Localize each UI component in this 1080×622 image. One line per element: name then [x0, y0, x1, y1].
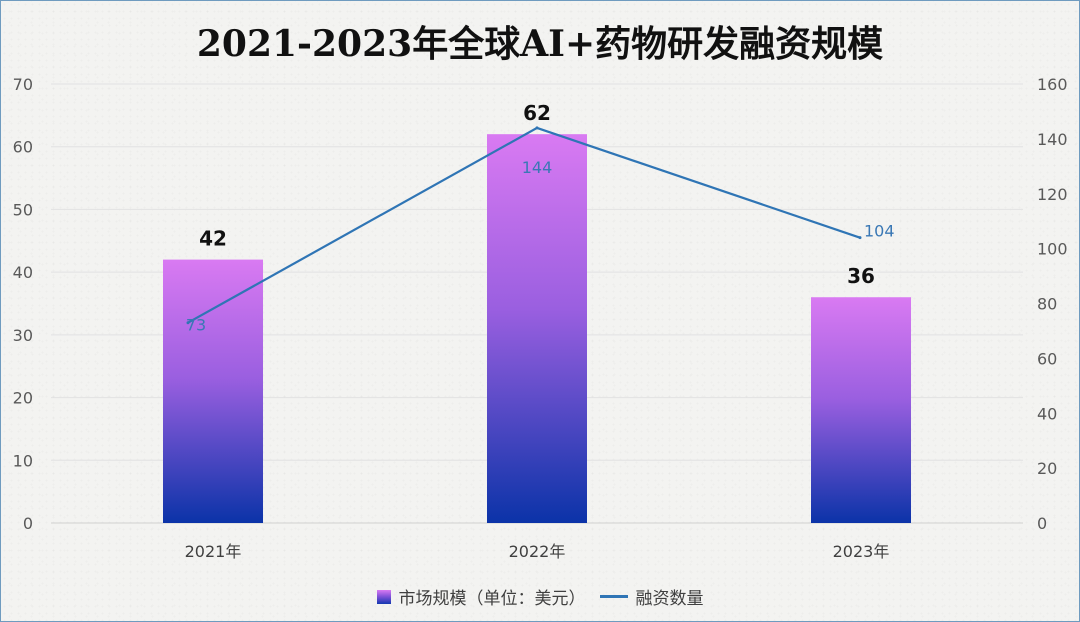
- legend-label-line: 融资数量: [635, 589, 704, 609]
- left-tick-label: 30: [13, 326, 33, 345]
- right-tick-label: 140: [1037, 130, 1068, 149]
- legend-item-bar: 市场规模（单位：美元）: [376, 584, 586, 609]
- left-tick-label: 40: [13, 263, 33, 282]
- bar-data-label: 42: [199, 227, 227, 251]
- legend-label-bar: 市场规模（单位：美元）: [398, 589, 586, 609]
- legend-swatch-bar: [376, 589, 391, 604]
- line-data-label: 104: [864, 222, 895, 241]
- right-tick-label: 80: [1037, 295, 1057, 314]
- line-data-label: 144: [522, 158, 553, 177]
- legend-swatch-line: [599, 595, 628, 598]
- left-tick-label: 0: [23, 514, 33, 533]
- line-point: [535, 126, 539, 130]
- right-tick-label: 40: [1037, 404, 1057, 423]
- bar-data-label: 62: [523, 101, 551, 125]
- left-tick-label: 10: [13, 451, 33, 470]
- left-tick-label: 60: [13, 138, 33, 157]
- category-label: 2021年: [185, 542, 242, 561]
- category-label: 2023年: [833, 542, 890, 561]
- right-tick-label: 60: [1037, 349, 1057, 368]
- right-tick-label: 100: [1037, 240, 1068, 259]
- bar: [163, 259, 263, 523]
- line-data-label: 73: [186, 316, 206, 335]
- left-tick-label: 50: [13, 200, 33, 219]
- bar-data-label: 36: [847, 264, 875, 288]
- right-tick-label: 0: [1037, 514, 1047, 533]
- line-point: [858, 236, 862, 240]
- left-tick-label: 20: [13, 389, 33, 408]
- bar: [811, 297, 911, 523]
- right-tick-label: 20: [1037, 459, 1057, 478]
- right-tick-label: 160: [1037, 75, 1068, 94]
- left-tick-label: 70: [13, 75, 33, 94]
- chart-legend: 市场规模（单位：美元） 融资数量: [1, 584, 1079, 609]
- right-tick-label: 120: [1037, 185, 1068, 204]
- legend-item-line: 融资数量: [599, 584, 704, 609]
- chart-title: 2021-2023年全球AI+药物研发融资规模: [196, 23, 884, 65]
- category-label: 2022年: [509, 542, 566, 561]
- bar: [487, 134, 587, 523]
- line-point: [186, 321, 190, 325]
